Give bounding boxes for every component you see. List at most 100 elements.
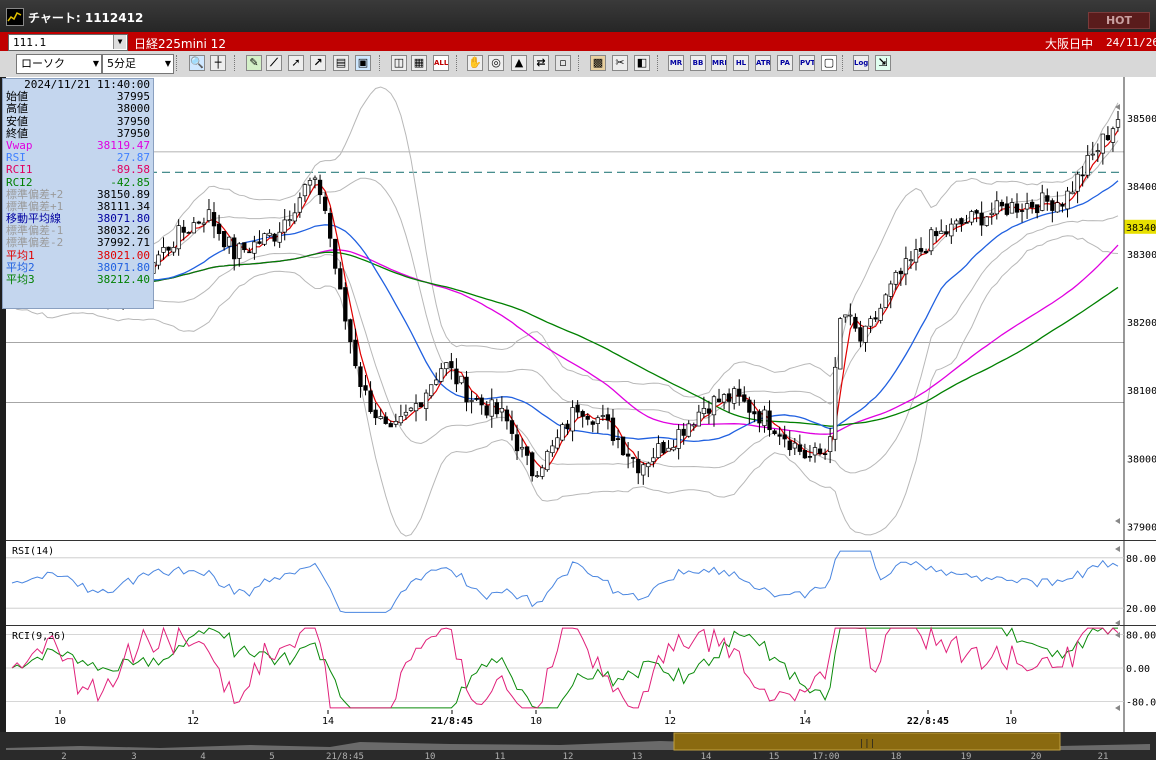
mre-button[interactable]: MRE: [711, 55, 727, 71]
overview-scroll-thumb[interactable]: [673, 732, 1061, 751]
overview-label: 3: [131, 752, 136, 760]
candle-body: [232, 237, 237, 260]
candle-body: [171, 247, 176, 253]
all-button[interactable]: ALL: [433, 55, 449, 71]
hl-button[interactable]: HL: [733, 55, 749, 71]
panel-collapse-icon[interactable]: [1115, 632, 1120, 638]
atr-button[interactable]: ATR: [755, 55, 771, 71]
candle-body: [822, 453, 828, 456]
chevron-down-icon: ▼: [164, 59, 171, 68]
pa-button[interactable]: PA: [777, 55, 793, 71]
mr-button[interactable]: MR: [668, 55, 684, 71]
candle-body: [918, 248, 924, 252]
candle-body: [757, 411, 762, 424]
time-axis-label: 14: [799, 716, 811, 727]
cursor-icon[interactable]: ➚: [288, 55, 304, 71]
candle-body: [1100, 133, 1105, 154]
ohlc-value: 38021.00: [97, 248, 150, 262]
ohlc-value: 37950: [116, 114, 150, 128]
search-icon[interactable]: ◎: [488, 55, 504, 71]
ohlc-label: 平均1: [6, 248, 35, 262]
candle-body: [848, 314, 853, 317]
dim-icon[interactable]: ▫: [555, 55, 571, 71]
candle-body: [620, 436, 626, 456]
candle-body: [570, 407, 575, 432]
candle-body: [227, 236, 232, 247]
panel-collapse-icon[interactable]: [1115, 546, 1120, 552]
log-button[interactable]: Log: [853, 55, 869, 71]
candle-body: [161, 246, 166, 253]
candle-body: [403, 411, 409, 416]
tool-icon[interactable]: ✂: [612, 55, 628, 71]
candle-body: [701, 407, 707, 414]
indicator-icon[interactable]: ▲: [511, 55, 527, 71]
candle-body: [413, 403, 419, 412]
rsi-tick-label: 80.00: [1126, 554, 1156, 565]
candle-body: [868, 318, 873, 327]
candle-body: [1105, 135, 1111, 141]
candle-icon[interactable]: ◫: [391, 55, 407, 71]
candle-body: [934, 231, 939, 237]
bars-icon[interactable]: ▦: [411, 55, 427, 71]
chart-type-select[interactable]: ローソク ▼: [16, 54, 102, 74]
palette-icon[interactable]: ◧: [634, 55, 650, 71]
arrow-icon[interactable]: ↗: [310, 55, 326, 71]
session-date: 24/11/26: [1106, 36, 1156, 49]
chart-area[interactable]: 38500 38400 38300 38200 38100 38000 37900 38340…: [0, 77, 1156, 760]
grid-icon[interactable]: ▩: [590, 55, 606, 71]
time-axis-label: 21/8:45: [431, 716, 473, 727]
bollinger-band: [11, 235, 1119, 537]
symbol-input[interactable]: 111.1: [8, 34, 128, 51]
ohlc-label: RSI: [6, 151, 26, 165]
toolbar-separator: [234, 55, 237, 71]
arrows-icon[interactable]: ⇄: [533, 55, 549, 71]
rci-tick-label: 80.00: [1126, 630, 1156, 641]
rsi-panel: [6, 541, 1124, 625]
exit-icon[interactable]: ⇲: [875, 55, 891, 71]
candle-body: [681, 428, 686, 436]
scroll-grip-icon[interactable]: |||: [859, 739, 875, 749]
candle-body: [1110, 128, 1116, 143]
note-icon[interactable]: ▤: [333, 55, 349, 71]
panel-collapse-icon[interactable]: [1115, 104, 1120, 110]
price-tick-label: 38100: [1127, 386, 1156, 397]
crosshair-icon[interactable]: ┼: [210, 55, 226, 71]
pvt-button[interactable]: PVT: [799, 55, 815, 71]
candle-body: [696, 411, 701, 427]
time-axis-label: 10: [54, 716, 66, 727]
candle-body: [216, 223, 222, 234]
ohlc-value: 37992.71: [97, 236, 150, 250]
candle-body: [777, 434, 782, 437]
ohlc-row: RCI1 -89.58: [3, 164, 153, 176]
chevron-down-icon[interactable]: ▼: [113, 35, 126, 49]
panel-collapse-icon[interactable]: [1115, 620, 1120, 626]
bollinger-band: [11, 140, 1119, 421]
overview-label: 13: [632, 752, 643, 760]
hot-button[interactable]: HOT: [1088, 12, 1150, 29]
window-icon[interactable]: ▢: [821, 55, 837, 71]
ohlc-value: 38000: [116, 102, 150, 116]
candle-body: [333, 238, 338, 269]
pencil-icon[interactable]: ✎: [246, 55, 262, 71]
ma2-line: [11, 180, 1119, 443]
ohlc-value: -42.85: [110, 175, 150, 189]
zoom-icon[interactable]: 🔍: [189, 55, 205, 71]
candle-body: [560, 424, 565, 441]
ohlc-value: -89.58: [110, 163, 150, 177]
timeframe-select[interactable]: 5分足 ▼: [102, 54, 174, 74]
candle-body: [519, 446, 525, 450]
overview-label: 15: [769, 752, 780, 760]
panel-collapse-icon[interactable]: [1115, 705, 1120, 711]
candle-body: [469, 400, 474, 402]
candle-body: [1009, 202, 1015, 214]
candle-body: [439, 368, 444, 382]
candle-body: [297, 197, 303, 213]
trash-icon[interactable]: ▣: [355, 55, 371, 71]
hand-icon[interactable]: ✋: [467, 55, 483, 71]
candle-body: [843, 314, 848, 318]
bb-button[interactable]: BB: [690, 55, 706, 71]
trendline-icon[interactable]: ⟋: [266, 55, 282, 71]
toolbar-separator: [456, 55, 459, 71]
candle-body: [661, 442, 666, 454]
panel-collapse-icon[interactable]: [1115, 518, 1120, 524]
